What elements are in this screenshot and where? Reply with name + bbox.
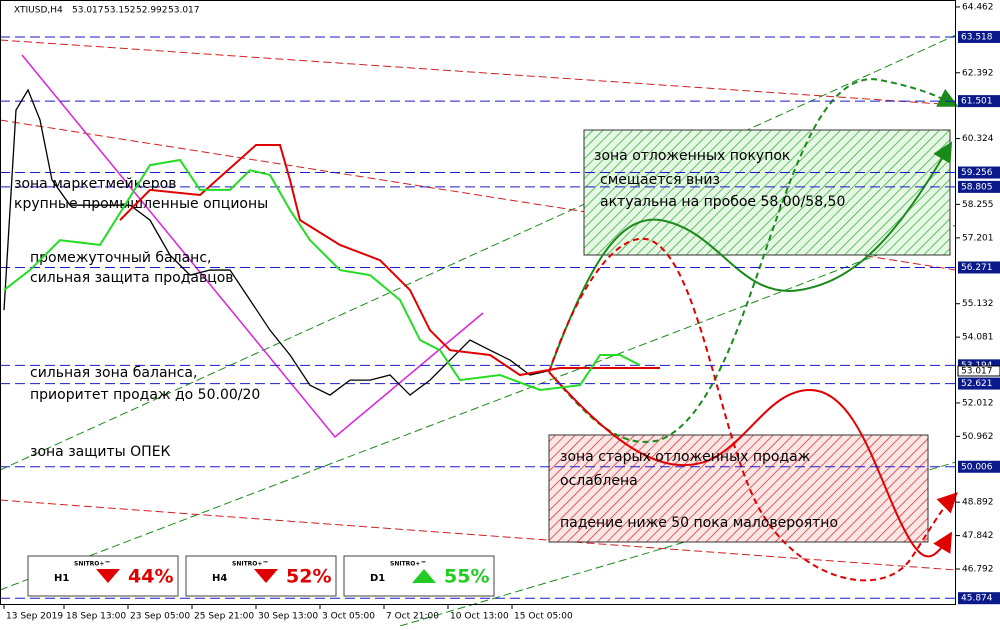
header-low: 52.992 xyxy=(136,6,168,16)
annotation: приоритет продаж до 50.00/20 xyxy=(30,387,260,403)
widget-arrow xyxy=(254,569,278,583)
y-tick-label: 47.842 xyxy=(962,531,994,541)
y-tick-label: 58.255 xyxy=(962,200,994,210)
widget-percent: 44% xyxy=(128,566,173,588)
trend-line xyxy=(0,34,957,471)
widget-brand: SNITRO+™ xyxy=(232,561,268,568)
sell-zone-text: зона старых отложенных продаж xyxy=(560,449,811,465)
level-label: 61.501 xyxy=(961,97,993,107)
level-box xyxy=(958,180,1000,193)
current-price-box xyxy=(957,365,1000,377)
level-label: 63.518 xyxy=(961,32,993,42)
drawings xyxy=(0,34,959,627)
level-box xyxy=(958,95,1000,108)
x-tick-label: 23 Sep 05:00 xyxy=(130,612,190,622)
signal-widget: SNITRO+™ H4 52% xyxy=(185,555,337,597)
level-box xyxy=(958,592,1000,605)
x-tick-label: 25 Sep 21:00 xyxy=(194,612,254,622)
x-tick-label: 15 Oct 05:00 xyxy=(514,612,573,622)
trend-line xyxy=(0,39,957,106)
widget-arrow xyxy=(412,569,436,583)
projection xyxy=(548,237,958,582)
price-line xyxy=(3,158,641,391)
level-box xyxy=(958,30,1000,43)
widget-brand: SNITRO+™ xyxy=(390,561,426,568)
widget-timeframe: D1 xyxy=(370,573,385,584)
level-label: 52.621 xyxy=(961,379,993,389)
current-price-label: 53.017 xyxy=(961,366,993,376)
widget-percent: 55% xyxy=(444,566,489,588)
widget-brand: SNITRO+™ xyxy=(74,561,110,568)
annotation: зона защиты ОПЕК xyxy=(30,444,171,460)
level-box xyxy=(958,377,1000,390)
widget-timeframe: H4 xyxy=(212,573,227,584)
level-label: 45.874 xyxy=(961,594,993,604)
y-tick-label: 52.012 xyxy=(962,398,994,408)
widget-percent: 52% xyxy=(286,566,331,588)
zigzag xyxy=(21,54,484,439)
y-tick-label: 57.201 xyxy=(962,233,994,243)
header-close: 53.017 xyxy=(168,6,200,16)
y-tick-label: 62.392 xyxy=(962,68,994,78)
price-line xyxy=(119,144,660,377)
annotation: промежуточный баланс, xyxy=(30,250,211,266)
level-box xyxy=(958,166,1000,179)
trend-line xyxy=(0,224,957,591)
sell-zone-box xyxy=(548,434,929,543)
level-label: 50.006 xyxy=(961,462,993,472)
x-tick-label: 13 Sep 2019 xyxy=(6,612,63,622)
x-tick-label: 10 Oct 13:00 xyxy=(450,612,509,622)
y-tick-label: 54.081 xyxy=(962,333,994,343)
level-box xyxy=(958,460,1000,473)
level-label: 58.805 xyxy=(961,182,993,192)
projection xyxy=(548,371,953,558)
annotation: крупные промышленные опционы xyxy=(14,196,268,212)
buy-zone-text: зона отложенных покупок xyxy=(594,148,790,164)
trend-line xyxy=(0,499,957,571)
level-box xyxy=(958,261,1000,274)
signal-widget: SNITRO+™ D1 55% xyxy=(343,555,495,597)
sell-zone-text: ослаблена xyxy=(560,473,638,489)
widget-timeframe: H1 xyxy=(54,573,69,584)
y-tick-label: 60.324 xyxy=(962,134,994,144)
plot-frame xyxy=(0,0,956,605)
header-high: 53.152 xyxy=(104,6,136,16)
x-tick-label: 18 Sep 13:00 xyxy=(66,612,126,622)
widget-arrow xyxy=(96,569,120,583)
header-open: 53.017 xyxy=(72,6,104,16)
level-label: 56.271 xyxy=(961,263,993,273)
level-label: 59.256 xyxy=(961,168,993,178)
y-tick-label: 55.132 xyxy=(962,299,994,309)
annotation: сильная защита продавцов xyxy=(30,270,234,286)
buy-zone-text: актуальна на пробое 58,00/58,50 xyxy=(600,194,845,210)
price-line xyxy=(3,88,549,396)
x-tick-label: 30 Sep 13:00 xyxy=(258,612,318,622)
projection xyxy=(548,141,953,373)
buy-zone-text: смещается вниз xyxy=(600,172,720,188)
x-tick-label: 7 Oct 21:00 xyxy=(386,612,439,622)
x-tick-label: 3 Oct 05:00 xyxy=(322,612,375,622)
sell-zone-text: падение ниже 50 пока маловероятно xyxy=(560,515,838,531)
annotation: сильная зона баланса, xyxy=(30,365,197,381)
y-tick-label: 64.462 xyxy=(962,2,994,12)
y-tick-label: 46.792 xyxy=(962,564,994,574)
signal-widget: SNITRO+™ H1 44% xyxy=(27,555,179,597)
header-symbol: XTIUSD,H4 xyxy=(14,6,63,16)
y-tick-label: 50.962 xyxy=(962,432,994,442)
y-tick-label: 48.892 xyxy=(962,498,994,508)
projection xyxy=(548,78,959,443)
